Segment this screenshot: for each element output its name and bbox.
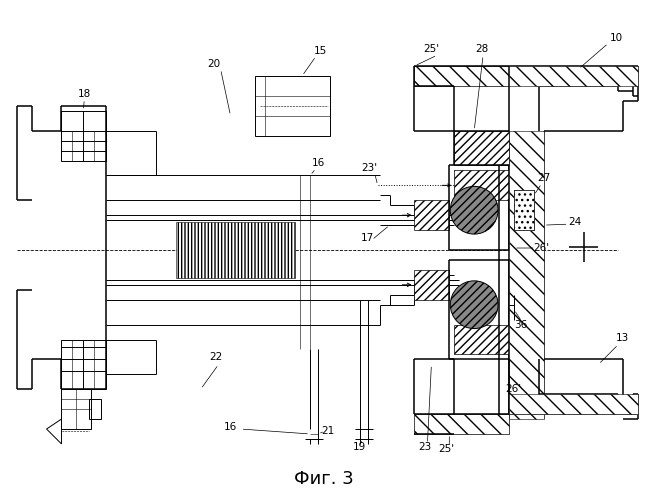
- Bar: [256, 76, 330, 136]
- Text: 26': 26': [505, 384, 521, 394]
- Bar: [176, 222, 295, 278]
- Text: 24: 24: [568, 217, 582, 227]
- Bar: [454, 170, 509, 200]
- Text: 21: 21: [321, 426, 335, 436]
- Text: 36: 36: [514, 320, 528, 330]
- Text: 26': 26': [533, 243, 550, 253]
- Text: 15: 15: [313, 46, 326, 56]
- Text: 20: 20: [207, 59, 220, 69]
- Text: 17: 17: [361, 233, 374, 243]
- Text: 23': 23': [361, 164, 378, 173]
- Text: 16: 16: [224, 422, 237, 432]
- Bar: [454, 324, 509, 354]
- Polygon shape: [47, 419, 62, 444]
- Text: 22: 22: [209, 352, 222, 362]
- Text: Фиг. 3: Фиг. 3: [294, 470, 354, 488]
- Bar: [62, 389, 92, 429]
- Bar: [514, 190, 534, 230]
- Bar: [509, 130, 544, 419]
- Circle shape: [450, 186, 498, 234]
- Text: 28: 28: [476, 44, 489, 54]
- Text: 23: 23: [418, 442, 431, 452]
- Bar: [62, 111, 106, 160]
- Text: 18: 18: [78, 89, 91, 99]
- Bar: [415, 270, 449, 300]
- Text: 13: 13: [616, 332, 629, 342]
- Bar: [509, 66, 638, 86]
- Text: 27: 27: [537, 174, 550, 184]
- Bar: [415, 66, 509, 86]
- Text: 25': 25': [423, 44, 439, 54]
- Text: 25': 25': [438, 444, 454, 454]
- Bar: [514, 190, 534, 230]
- Bar: [90, 399, 101, 419]
- Text: 19: 19: [353, 442, 367, 452]
- Bar: [415, 200, 449, 230]
- Text: 16: 16: [312, 158, 324, 168]
- Bar: [62, 340, 106, 389]
- Bar: [509, 394, 638, 414]
- Bar: [415, 414, 509, 434]
- Text: 10: 10: [610, 33, 623, 43]
- Circle shape: [450, 281, 498, 328]
- Bar: [454, 130, 509, 166]
